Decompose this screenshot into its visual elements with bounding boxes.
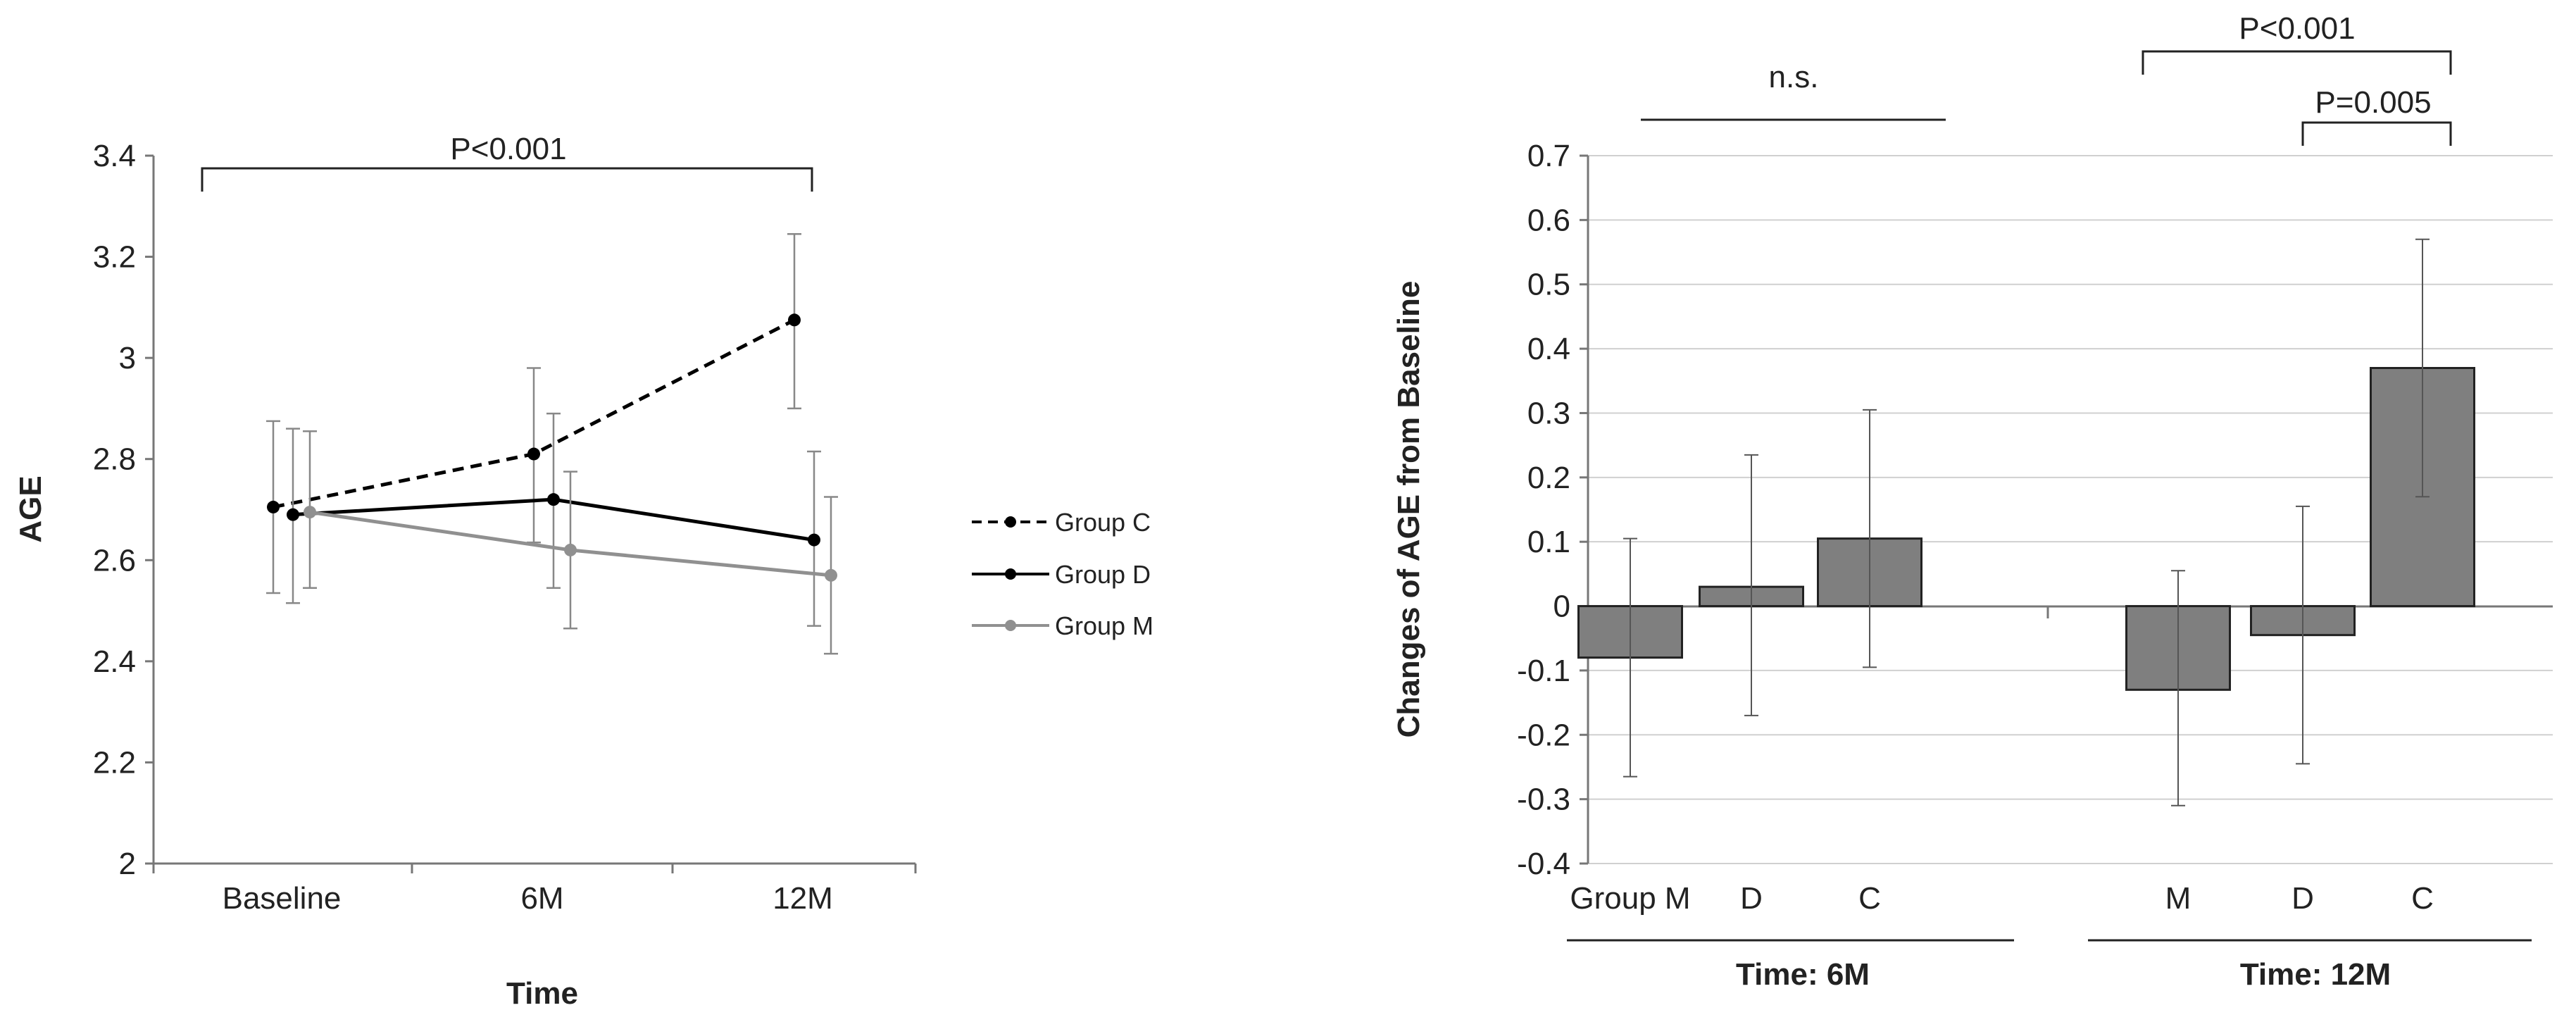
series-group-d	[286, 412, 821, 627]
bar-chart-y-tick-label: -0.3	[1517, 783, 1570, 817]
line-chart-y-tick-label: 2.2	[93, 745, 136, 780]
line-chart-x-tick-label: Baseline	[223, 881, 342, 916]
data-point	[304, 506, 316, 519]
bar-chart-y-tick-label: 0.6	[1527, 203, 1570, 237]
bar-chart-group-axes: Time: 6M Time: 12M	[1567, 939, 2532, 992]
legend-marker-group-d	[1005, 568, 1016, 580]
line-chart-x-ticks: Baseline 6M 12M	[152, 864, 917, 916]
legend-item-group-c: Group C	[972, 508, 1151, 537]
bar-chart-y-tick-label: 0.7	[1527, 139, 1570, 173]
bar-chart-y-tick-label: -0.4	[1517, 847, 1570, 881]
bar-category-label: M	[2165, 881, 2192, 916]
bar-chart: -0.4 -0.3 -0.2 -0.1 0 0.1 0.2 0.3 0.4 0.5 0.6 0.7 C…	[1392, 11, 2553, 992]
legend-item-group-m: Group M	[972, 611, 1153, 640]
data-point	[788, 313, 801, 327]
series-group-c	[266, 233, 801, 594]
bar-category-label: C	[1858, 881, 1881, 916]
line-chart-y-tick-label: 3.4	[93, 139, 136, 173]
data-point	[267, 500, 280, 513]
bar-chart-y-tick-label: 0.5	[1527, 268, 1570, 302]
bar-chart-y-ticks: -0.4 -0.3 -0.2 -0.1 0 0.1 0.2 0.3 0.4 0.5 0.6 0.7	[1517, 139, 1588, 881]
sig-label-ns: n.s.	[1769, 60, 1819, 94]
line-chart-x-tick-label: 6M	[520, 881, 563, 916]
line-chart-y-ticks: 2 2.2 2.4 2.6 2.8 3 3.2 3.4	[93, 139, 154, 881]
legend-item-group-d: Group D	[972, 560, 1151, 589]
data-point	[564, 543, 577, 556]
sig-bracket-p001	[2142, 50, 2452, 75]
data-point	[527, 447, 540, 461]
bar-time-6m-c	[1817, 409, 1922, 668]
line-chart: 2 2.2 2.4 2.6 2.8 3 3.2 3.4 Baseline 6M 12M AGE T…	[13, 132, 1153, 1011]
series-group-m	[303, 430, 838, 655]
legend-marker-group-c	[1005, 516, 1016, 528]
bar-chart-bars	[1577, 238, 2475, 806]
bar-chart-y-tick-label: -0.2	[1517, 718, 1570, 752]
bar-chart-y-tick-label: 0.3	[1527, 396, 1570, 430]
line-chart-legend: Group C Group D Group M	[972, 508, 1153, 640]
line-chart-sig-label: P<0.001	[450, 132, 566, 166]
bar-time-12m-d	[2250, 505, 2356, 765]
legend-marker-group-m	[1005, 620, 1016, 631]
bar-chart-significance: n.s. P<0.001 P=0.005	[1641, 11, 2452, 146]
bar-category-label: C	[2411, 881, 2434, 916]
bar-chart-y-tick-label: -0.1	[1517, 654, 1570, 688]
sig-bracket-p005	[2301, 121, 2452, 146]
group-label-6m: Time: 6M	[1736, 957, 1870, 992]
data-point	[808, 533, 820, 547]
legend-label-group-c: Group C	[1055, 508, 1151, 537]
data-point	[825, 568, 837, 582]
line-chart-y-title: AGE	[13, 475, 48, 542]
line-chart-x-tick-label: 12M	[773, 881, 833, 916]
bar-chart-y-tick-label: 0.2	[1527, 461, 1570, 495]
bar-chart-y-tick-label: 0	[1553, 590, 1570, 624]
data-point	[287, 508, 299, 521]
bar-time-12m-m	[2125, 570, 2231, 806]
bar-time-6m-group-m	[1577, 537, 1683, 778]
line-chart-y-tick-label: 3	[119, 341, 136, 375]
sig-label-p005: P=0.005	[2315, 85, 2431, 120]
bar-chart-y-title: Changes of AGE from Baseline	[1392, 281, 1426, 738]
line-chart-sig-bracket	[201, 167, 813, 192]
legend-label-group-m: Group M	[1055, 611, 1153, 640]
bar-chart-y-tick-label: 0.4	[1527, 332, 1570, 366]
bar-chart-y-tick-label: 0.1	[1527, 525, 1570, 559]
line-chart-y-tick-label: 2	[119, 847, 136, 881]
line-chart-series	[266, 233, 838, 655]
bar-category-label: Group M	[1570, 881, 1690, 916]
line-chart-y-tick-label: 2.6	[93, 543, 136, 578]
group-label-12m: Time: 12M	[2240, 957, 2391, 992]
line-chart-axes	[152, 156, 915, 865]
line-chart-x-title: Time	[506, 976, 578, 1011]
sig-label-p001: P<0.001	[2239, 11, 2355, 46]
bar-category-label: D	[2291, 881, 2314, 916]
line-chart-y-tick-label: 3.2	[93, 240, 136, 275]
legend-label-group-d: Group D	[1055, 560, 1151, 589]
bar-category-label: D	[1740, 881, 1763, 916]
bar-time-12m-c	[2370, 238, 2475, 608]
line-chart-significance: P<0.001	[201, 132, 813, 192]
data-point	[547, 493, 560, 506]
line-chart-y-tick-label: 2.8	[93, 442, 136, 477]
line-chart-y-tick-label: 2.4	[93, 644, 136, 679]
bar-chart-category-labels: Group M D C M D C	[1570, 881, 2433, 916]
bar-time-6m-d	[1699, 454, 1804, 716]
